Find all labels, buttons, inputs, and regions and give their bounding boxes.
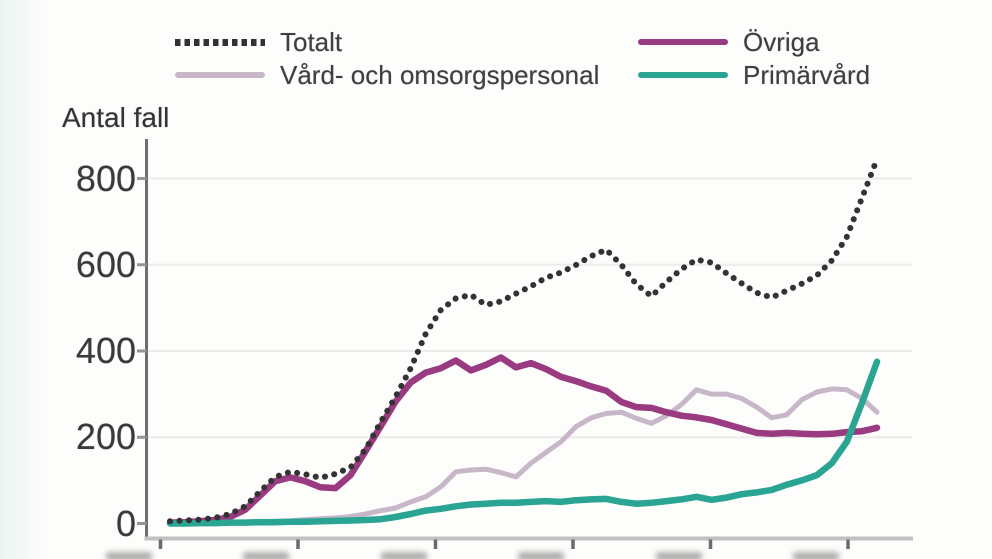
- legend-swatch-teal: [638, 72, 728, 78]
- y-tick-label: 0: [115, 502, 136, 544]
- y-tick-label: 200: [75, 416, 136, 458]
- legend-swatch-lavender: [175, 72, 265, 78]
- series-line-prim-rv-rd: [166, 358, 881, 527]
- y-axis-title: Antal fall: [62, 102, 170, 133]
- legend-item-vard-och-omsorgspersonal: Vård- och omsorgspersonal: [175, 59, 599, 91]
- legend-swatch-dotted: [175, 38, 265, 46]
- legend-label: Övriga: [743, 26, 820, 57]
- x-tick-label-cutoff: [793, 552, 839, 559]
- legend-item-primarvard: Primärvård: [638, 59, 870, 91]
- legend-label: Totalt: [280, 26, 343, 57]
- y-tick-label: 600: [75, 243, 136, 285]
- x-tick-label-cutoff: [655, 552, 702, 559]
- series-line-totalt: [167, 156, 880, 525]
- x-tick-label-cutoff: [243, 552, 289, 559]
- x-tick-label-cutoff: [518, 552, 564, 559]
- y-tick-label: 800: [75, 157, 136, 199]
- x-tick-label-cutoff: [380, 552, 427, 559]
- y-tick-label: 400: [75, 330, 136, 371]
- legend-label: Primärvård: [743, 59, 871, 90]
- x-tick-label-cutoff: [105, 552, 152, 559]
- legend-item-ovriga: Övriga: [638, 26, 820, 58]
- legend-label: Vård- och omsorgspersonal: [280, 59, 600, 90]
- legend-item-totalt: Totalt: [175, 26, 342, 58]
- legend-swatch-magenta: [638, 39, 728, 45]
- series-line--vriga: [166, 354, 881, 526]
